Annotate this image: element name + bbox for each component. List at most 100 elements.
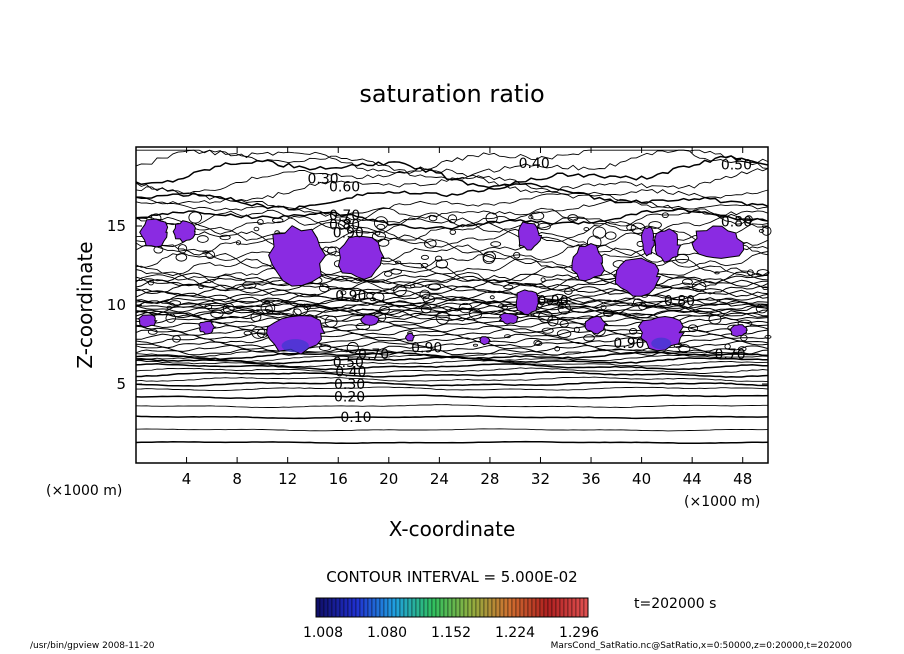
supersaturated-region xyxy=(268,225,327,287)
colorbar-tick-label: 1.152 xyxy=(431,625,471,641)
contour-value-label: 0.70 xyxy=(329,208,360,224)
colorbar-band xyxy=(459,597,465,618)
colorbar-tick-label: 1.296 xyxy=(559,625,599,641)
contour-line xyxy=(135,440,769,445)
colorbar-band xyxy=(435,597,441,618)
colorbar-band xyxy=(515,597,521,618)
contour-blob xyxy=(547,315,559,327)
contour-value-label: 0.70 xyxy=(358,347,389,363)
contour-blob xyxy=(420,304,432,314)
colorbar-band xyxy=(475,597,481,618)
contour-blob xyxy=(592,226,607,239)
contour-value-label: 0.60 xyxy=(329,180,360,196)
contour-blob xyxy=(434,255,443,262)
contour-blob xyxy=(559,320,569,328)
contour-value-label: 0.90 xyxy=(411,341,442,357)
contour-blob xyxy=(633,298,643,307)
contour-blob xyxy=(327,246,337,256)
contour-blob xyxy=(318,344,332,351)
contour-blob xyxy=(678,344,691,353)
contour-blob xyxy=(424,238,437,249)
x-tick-label: 20 xyxy=(379,470,398,488)
colorbar-band xyxy=(443,597,449,618)
supersaturated-core xyxy=(651,337,672,350)
x-axis-ticks: 4 8 12 16 20 24 28 32 36 40 44 48 xyxy=(182,147,752,488)
colorbar-band xyxy=(527,597,533,618)
contour-value-label: 0.70 xyxy=(714,347,745,363)
contour-blob xyxy=(376,223,386,231)
colorbar-band xyxy=(539,597,545,618)
contour-blob xyxy=(458,302,473,314)
x-tick-label: 16 xyxy=(329,470,348,488)
x-unit-right: (×1000 m) xyxy=(684,494,760,510)
contour-blob xyxy=(573,326,580,333)
contour-blob xyxy=(188,211,203,224)
colorbar-band xyxy=(419,597,425,618)
contour-value-label: 0.50 xyxy=(721,157,752,173)
y-tick-label: 5 xyxy=(116,375,126,393)
colorbar-band xyxy=(399,597,405,618)
colorbar-band xyxy=(319,597,325,618)
contour-line xyxy=(135,168,769,195)
contour-blob xyxy=(272,217,284,224)
contour-blob xyxy=(558,302,566,309)
contour-blob xyxy=(343,218,351,225)
supersaturated-region xyxy=(637,315,685,352)
x-tick-label: 48 xyxy=(733,470,752,488)
supersaturated-region xyxy=(138,314,158,328)
contour-line xyxy=(135,404,768,409)
contour-blob xyxy=(583,334,595,342)
contour-line xyxy=(135,213,769,235)
colorbar-band xyxy=(483,597,489,618)
contour-line xyxy=(135,191,769,217)
colorbar-band xyxy=(371,597,377,618)
colorbar-band xyxy=(531,597,537,618)
contour-blob xyxy=(253,226,260,232)
colorbar-band xyxy=(523,597,529,618)
plot-area: 0.100.200.300.400.500.70 0.90 0.900.700.90… xyxy=(135,146,772,464)
contour-blob xyxy=(198,285,204,289)
colorbar-band xyxy=(575,597,581,618)
colorbar-frame xyxy=(315,597,589,618)
contour-blob xyxy=(169,300,182,306)
contour-blob xyxy=(447,214,458,224)
colorbar-band xyxy=(447,597,453,618)
contour-line xyxy=(135,155,769,189)
x-unit-left: (×1000 m) xyxy=(46,483,122,499)
contour-blob xyxy=(366,292,374,300)
supersaturated-region xyxy=(515,289,540,316)
colorbar-band xyxy=(567,597,573,618)
contour-blob xyxy=(567,214,579,222)
contour-blob xyxy=(251,326,266,339)
contour-line xyxy=(135,271,769,292)
contour-blob xyxy=(558,297,568,306)
colorbar-band xyxy=(479,597,485,618)
colorbar-band xyxy=(427,597,433,618)
colorbar-band xyxy=(403,597,409,618)
colorbar-band xyxy=(571,597,577,618)
x-tick-label: 44 xyxy=(683,470,702,488)
contour-value-label: 0.80 xyxy=(664,293,695,309)
contour-blob xyxy=(383,271,393,277)
contour-blob xyxy=(682,278,693,286)
contour-value-label: 0.90 xyxy=(538,293,569,309)
colorbar-band xyxy=(563,597,569,618)
colorbar-band xyxy=(535,597,541,618)
contour-blob xyxy=(513,251,521,259)
contour-line xyxy=(135,362,768,371)
contour-line xyxy=(135,285,769,298)
colorbar-band xyxy=(347,597,353,618)
colorbar-band xyxy=(323,597,329,618)
contour-blob xyxy=(420,254,430,260)
contour-value-label: 0.10 xyxy=(340,410,371,426)
contour-blob xyxy=(219,234,231,241)
contour-line xyxy=(135,354,769,362)
colorbar-tick-label: 1.080 xyxy=(367,625,407,641)
colorbar-band xyxy=(439,597,445,618)
contour-blob xyxy=(324,315,338,328)
contour-blob xyxy=(196,235,209,243)
contour-blob xyxy=(435,259,449,269)
x-tick-label: 28 xyxy=(480,470,499,488)
contour-blob xyxy=(541,327,554,334)
